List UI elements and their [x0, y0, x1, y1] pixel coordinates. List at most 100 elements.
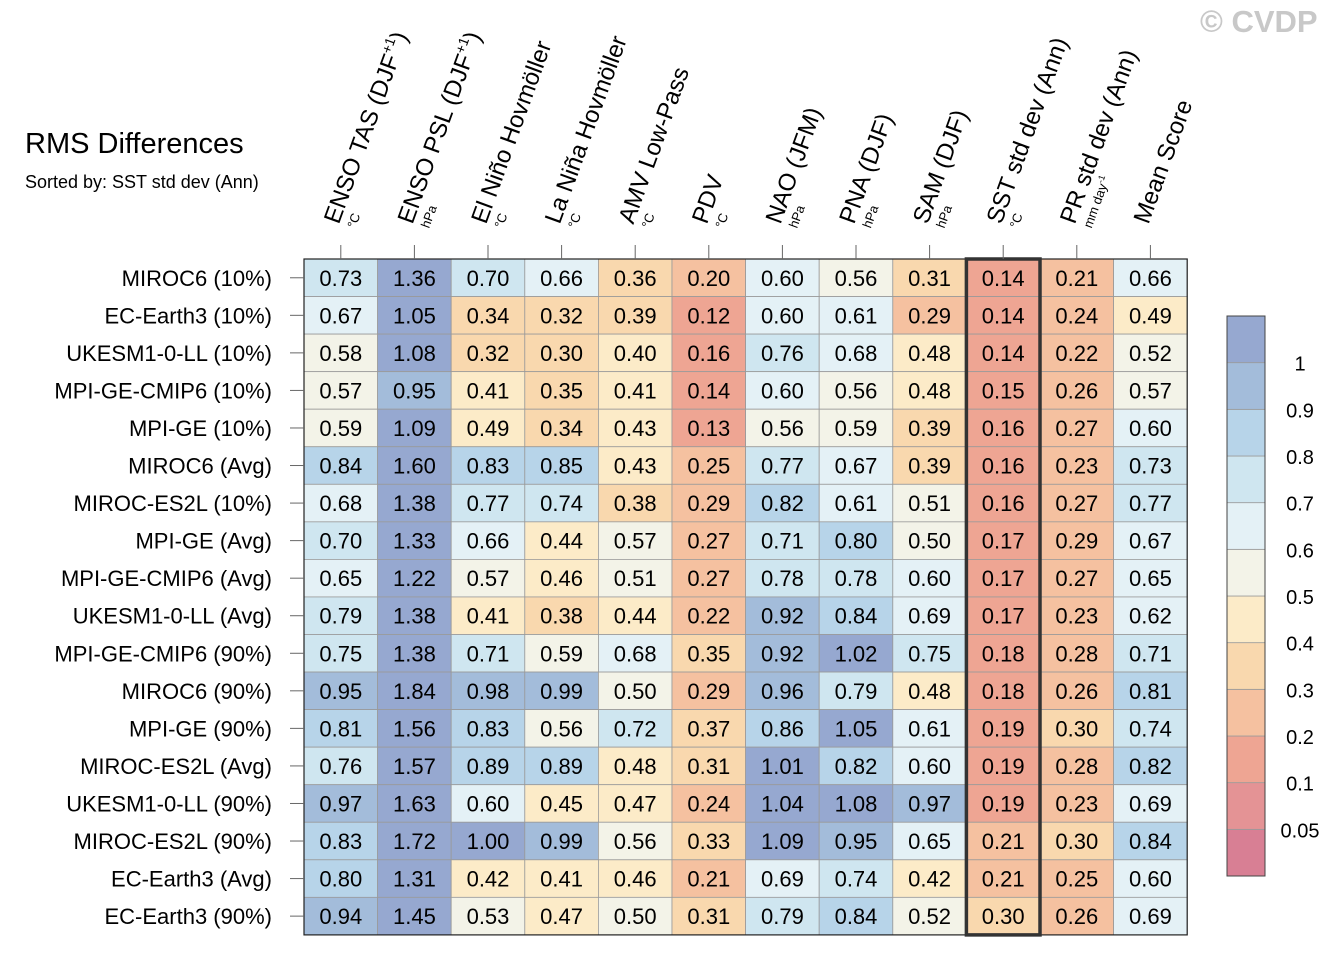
cell-value-label: 0.98 — [467, 679, 510, 704]
heatmap-cell — [377, 709, 452, 748]
cell-value-label: 0.49 — [1129, 303, 1172, 328]
heatmap-cell — [1039, 671, 1114, 710]
column-header: PNA (DJF)hPa — [834, 110, 899, 230]
cell-value-label: 0.83 — [467, 716, 510, 741]
column-header-label: Mean Score — [1129, 96, 1199, 227]
column-unit-superscript: -1 — [1095, 174, 1107, 185]
colorbar-tick-label: 0.1 — [1286, 774, 1314, 796]
cell-value-label: 0.78 — [761, 566, 804, 591]
heatmap-cell — [966, 559, 1041, 598]
cell-value-label: 0.29 — [908, 303, 951, 328]
colorbar-tick-label: 0.5 — [1286, 587, 1314, 609]
heatmap-cell — [1113, 408, 1188, 448]
heatmap-cell — [818, 258, 894, 297]
row-label: MIROC6 (10%) — [122, 266, 272, 291]
heatmap-cell — [892, 446, 967, 485]
cell-value-label: 0.23 — [1055, 791, 1098, 816]
cell-value-label: 0.12 — [687, 303, 730, 328]
cell-value-label: 0.20 — [687, 266, 730, 291]
heatmap-cell — [377, 371, 452, 410]
heatmap-cell — [745, 671, 820, 710]
column-header-label: SST std dev (Ann) — [981, 34, 1073, 227]
cell-value-label: 0.68 — [319, 491, 362, 516]
cell-value-label: 0.52 — [1129, 341, 1172, 366]
cell-value-label: 0.30 — [1055, 716, 1098, 741]
colorbar-tick-label: 0.4 — [1286, 634, 1314, 656]
column-header-superscript: +1 — [452, 35, 473, 56]
heatmap-cell — [966, 896, 1041, 936]
row-label: MPI-GE (10%) — [129, 416, 272, 441]
cell-value-label: 1.09 — [393, 416, 436, 441]
cell-value-label: 0.51 — [908, 491, 951, 516]
column-header-name: La Niña Hovmöller — [540, 32, 633, 227]
cell-value-label: 0.25 — [1055, 867, 1098, 892]
column-unit-text: °C — [491, 211, 510, 230]
heatmap-cell — [303, 896, 378, 936]
cell-value-label: 0.26 — [1055, 904, 1098, 929]
cell-value-label: 0.35 — [687, 641, 730, 666]
cell-value-label: 0.95 — [393, 378, 436, 403]
cell-value-label: 0.30 — [982, 904, 1025, 929]
heatmap-cell — [450, 859, 526, 898]
column-header-name: ENSO TAS (DJF — [319, 51, 405, 227]
cell-value-label: 1.38 — [393, 491, 436, 516]
heatmap-cell — [377, 896, 452, 936]
cell-value-label: 0.76 — [319, 754, 362, 779]
heatmap-cell — [892, 634, 967, 673]
heatmap-cell — [1039, 746, 1114, 786]
cell-value-label: 0.14 — [687, 378, 730, 403]
cell-value-label: 0.14 — [982, 266, 1025, 291]
cell-value-label: 0.39 — [908, 416, 951, 441]
cell-value-label: 0.14 — [982, 341, 1025, 366]
heatmap-cell — [377, 596, 452, 635]
cell-value-label: 0.53 — [467, 904, 510, 929]
cell-value-label: 1.63 — [393, 791, 436, 816]
colorbar-segment — [1226, 455, 1266, 504]
cell-value-label: 0.37 — [687, 716, 730, 741]
column-header-label: ENSO PSL (DJF+1) — [391, 28, 487, 228]
cell-value-label: 0.42 — [908, 867, 951, 892]
row-label: UKESM1-0-LL (10%) — [66, 341, 272, 366]
heatmap-cell — [377, 634, 452, 673]
cell-value-label: 1.56 — [393, 716, 436, 741]
cell-value-label: 0.34 — [467, 303, 510, 328]
heatmap-cell — [524, 896, 599, 936]
cell-value-label: 0.59 — [835, 416, 878, 441]
heatmap-cell — [450, 671, 526, 710]
cell-value-label: 0.39 — [908, 454, 951, 479]
cell-value-label: 0.82 — [761, 491, 804, 516]
colorbar-segment — [1226, 735, 1266, 784]
heatmap-cell — [1039, 559, 1114, 598]
cell-value-label: 0.27 — [1055, 566, 1098, 591]
heatmap-cell — [450, 896, 526, 936]
cell-value-label: 0.26 — [1055, 378, 1098, 403]
heatmap-cell — [303, 408, 378, 448]
cell-value-label: 0.74 — [835, 867, 878, 892]
cell-value-label: 0.56 — [761, 416, 804, 441]
heatmap-cell — [1113, 671, 1188, 710]
column-header: SAM (DJF)hPa — [908, 106, 974, 230]
heatmap-cell — [671, 709, 746, 748]
heatmap-cell — [524, 333, 599, 373]
cell-value-label: 0.21 — [982, 829, 1025, 854]
cell-value-label: 0.21 — [1055, 266, 1098, 291]
cell-value-label: 0.95 — [319, 679, 362, 704]
cell-value-label: 0.69 — [1129, 904, 1172, 929]
cell-value-label: 0.34 — [540, 416, 583, 441]
heatmap-cell — [818, 784, 894, 823]
cell-value-label: 1.00 — [467, 829, 510, 854]
row-label: MIROC6 (90%) — [122, 679, 272, 704]
heatmap-cell — [892, 709, 967, 748]
cell-value-label: 0.30 — [540, 341, 583, 366]
row-label: MIROC6 (Avg) — [128, 454, 272, 479]
cell-value-label: 1.04 — [761, 791, 804, 816]
cell-value-label: 0.44 — [614, 604, 657, 629]
cell-value-label: 0.77 — [761, 454, 804, 479]
heatmap-cell — [966, 784, 1041, 823]
cell-value-label: 0.19 — [982, 716, 1025, 741]
cell-value-label: 0.30 — [1055, 829, 1098, 854]
cell-value-label: 1.60 — [393, 454, 436, 479]
cell-value-label: 0.77 — [1129, 491, 1172, 516]
heatmap-cell — [671, 746, 746, 786]
heatmap-cell — [671, 483, 746, 523]
